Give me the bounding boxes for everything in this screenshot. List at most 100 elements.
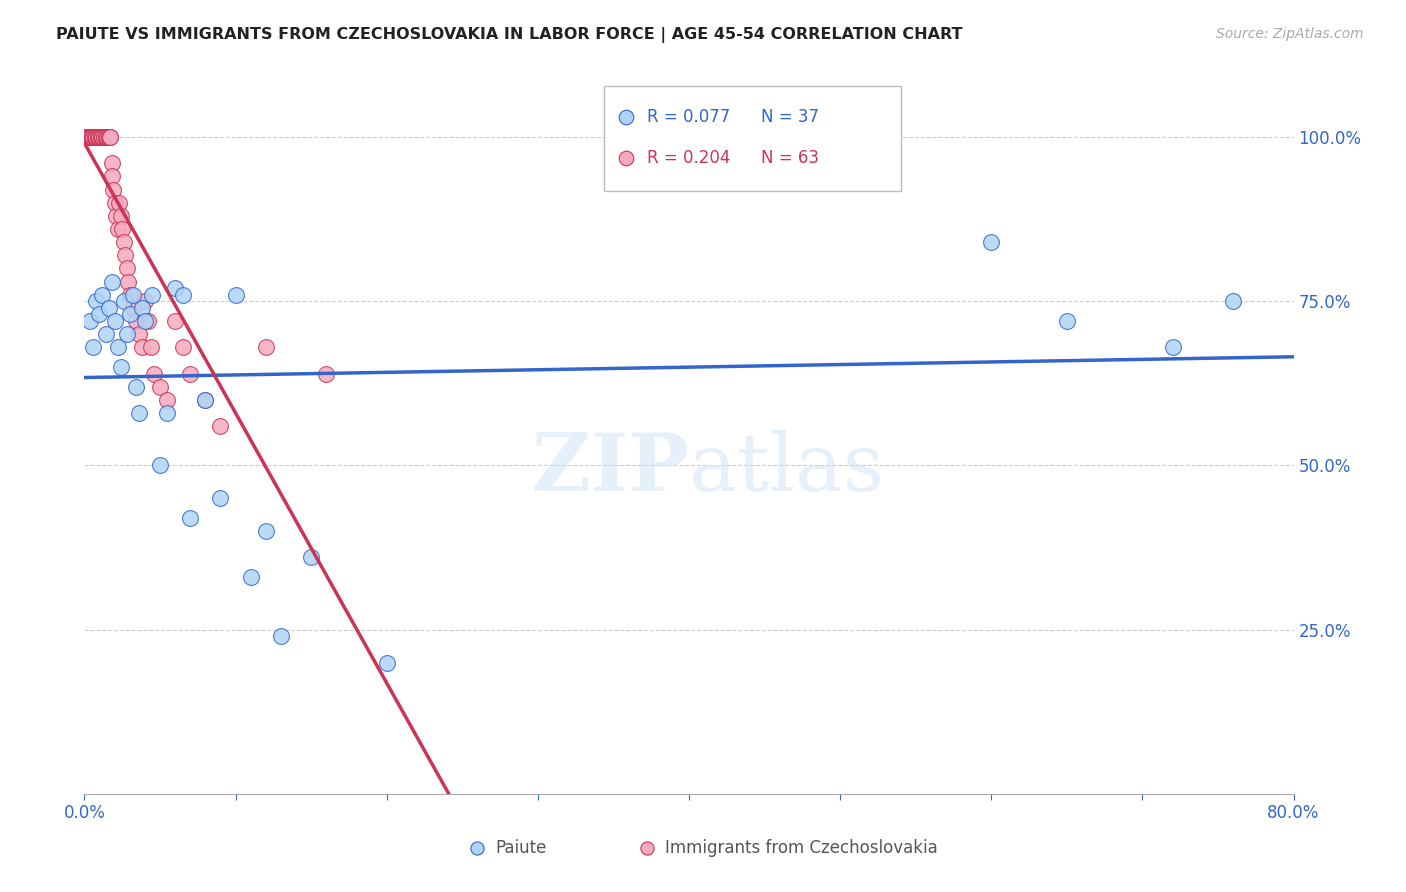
Point: [980, 235, 1002, 249]
Point: [375, 656, 398, 670]
Point: [107, 222, 129, 236]
Point: [149, 458, 172, 473]
Point: [104, 314, 127, 328]
Point: [77, 130, 100, 145]
Text: Source: ZipAtlas.com: Source: ZipAtlas.com: [1216, 27, 1364, 41]
Point: [1056, 314, 1078, 328]
Point: [115, 327, 138, 342]
Point: [104, 195, 127, 210]
Point: [156, 392, 179, 407]
Point: [110, 359, 132, 374]
Point: [239, 570, 262, 584]
Point: [751, 171, 773, 186]
Point: [93, 130, 115, 145]
Point: [94, 130, 117, 145]
Point: [86, 130, 108, 145]
Point: [96, 130, 118, 145]
Point: [86, 130, 108, 145]
Point: [776, 836, 799, 850]
Point: [79, 130, 101, 145]
Point: [82, 340, 104, 354]
Point: [84, 130, 107, 145]
Point: [91, 130, 114, 145]
Text: atlas: atlas: [689, 430, 884, 508]
Point: [79, 130, 101, 145]
Point: [97, 130, 120, 145]
Point: [96, 130, 118, 145]
Point: [87, 130, 110, 145]
Text: Immigrants from Czechoslovakia: Immigrants from Czechoslovakia: [665, 839, 938, 857]
Point: [139, 340, 162, 354]
Point: [75, 130, 97, 145]
Text: N = 63: N = 63: [762, 149, 820, 167]
Point: [91, 130, 114, 145]
Text: Paiute: Paiute: [495, 839, 547, 857]
Point: [91, 287, 114, 301]
Point: [165, 314, 187, 328]
Point: [131, 340, 153, 354]
Point: [82, 130, 104, 145]
Point: [118, 287, 141, 301]
Point: [209, 419, 232, 434]
Point: [90, 130, 112, 145]
Point: [76, 130, 98, 145]
Point: [194, 392, 217, 407]
Point: [149, 379, 172, 393]
Point: [270, 629, 292, 643]
Point: [1222, 294, 1244, 309]
Point: [107, 340, 129, 354]
Point: [77, 130, 100, 145]
Point: [98, 130, 121, 145]
Point: [299, 550, 322, 565]
Point: [100, 275, 122, 289]
Point: [89, 130, 111, 145]
Point: [97, 301, 120, 315]
Point: [179, 367, 201, 381]
Point: [84, 130, 107, 145]
Text: ZIP: ZIP: [531, 430, 689, 508]
Point: [136, 314, 159, 328]
Point: [111, 222, 134, 236]
Text: R = 0.204: R = 0.204: [647, 149, 730, 167]
Text: PAIUTE VS IMMIGRANTS FROM CZECHOSLOVAKIA IN LABOR FORCE | AGE 45-54 CORRELATION : PAIUTE VS IMMIGRANTS FROM CZECHOSLOVAKIA…: [56, 27, 963, 43]
Point: [90, 130, 112, 145]
Point: [131, 301, 153, 315]
Point: [100, 169, 122, 184]
Point: [194, 392, 217, 407]
Point: [315, 367, 337, 381]
Point: [82, 130, 104, 145]
Point: [121, 301, 143, 315]
Text: R = 0.077: R = 0.077: [647, 108, 730, 126]
Point: [112, 294, 135, 309]
Point: [1161, 340, 1184, 354]
Point: [125, 379, 148, 393]
Point: [564, 836, 586, 850]
Point: [86, 294, 108, 309]
Point: [94, 130, 117, 145]
Point: [121, 287, 143, 301]
Point: [89, 130, 111, 145]
Point: [115, 261, 138, 276]
Point: [117, 275, 139, 289]
Point: [118, 307, 141, 321]
Point: [172, 340, 194, 354]
Point: [128, 327, 150, 342]
Point: [94, 327, 117, 342]
Point: [79, 314, 101, 328]
Point: [89, 307, 111, 321]
Point: [108, 195, 131, 210]
Point: [87, 130, 110, 145]
Point: [100, 156, 122, 170]
Point: [156, 406, 179, 420]
Point: [110, 209, 132, 223]
Point: [142, 367, 165, 381]
Point: [751, 209, 773, 223]
Point: [254, 524, 277, 538]
Point: [134, 294, 156, 309]
Point: [114, 248, 136, 262]
Point: [97, 130, 120, 145]
Point: [93, 130, 115, 145]
Text: N = 37: N = 37: [762, 108, 820, 126]
Point: [225, 287, 247, 301]
Point: [128, 406, 150, 420]
